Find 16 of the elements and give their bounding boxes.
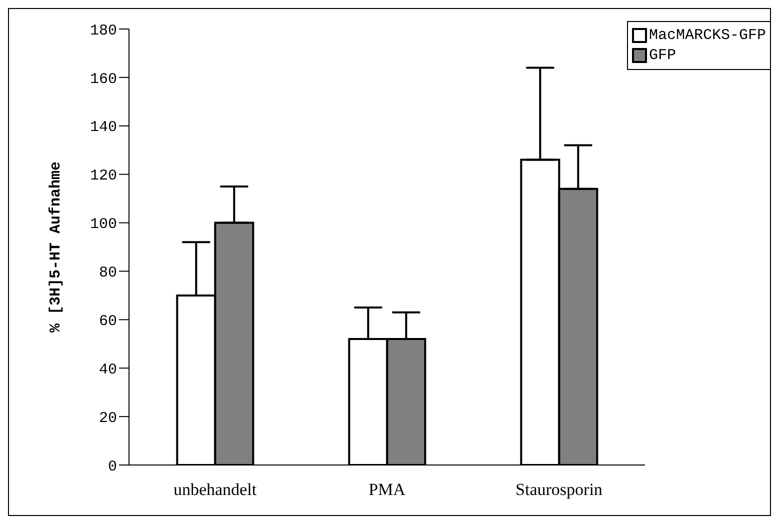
y-tick-label: 100	[90, 216, 117, 234]
x-tick-label: unbehandelt	[173, 480, 257, 500]
y-tick-label: 80	[98, 264, 117, 282]
y-tick-label: 60	[98, 312, 117, 330]
legend-label: MacMARCKS-GFP	[648, 27, 766, 44]
x-tick-label: Staurosporin	[516, 480, 603, 500]
legend-label: GFP	[648, 47, 676, 64]
y-tick-label: 20	[98, 410, 117, 427]
y-tick-label: 40	[98, 361, 117, 378]
y-tick-label: 0	[108, 458, 117, 476]
y-tick-label: 140	[90, 119, 117, 136]
y-axis-title: % [3H]5-HT Aufnahme	[47, 161, 64, 333]
y-tick-label: 180	[90, 22, 117, 40]
x-tick-label: PMA	[368, 480, 406, 500]
y-tick-label: 120	[90, 168, 117, 185]
y-tick-label: 160	[90, 70, 117, 88]
